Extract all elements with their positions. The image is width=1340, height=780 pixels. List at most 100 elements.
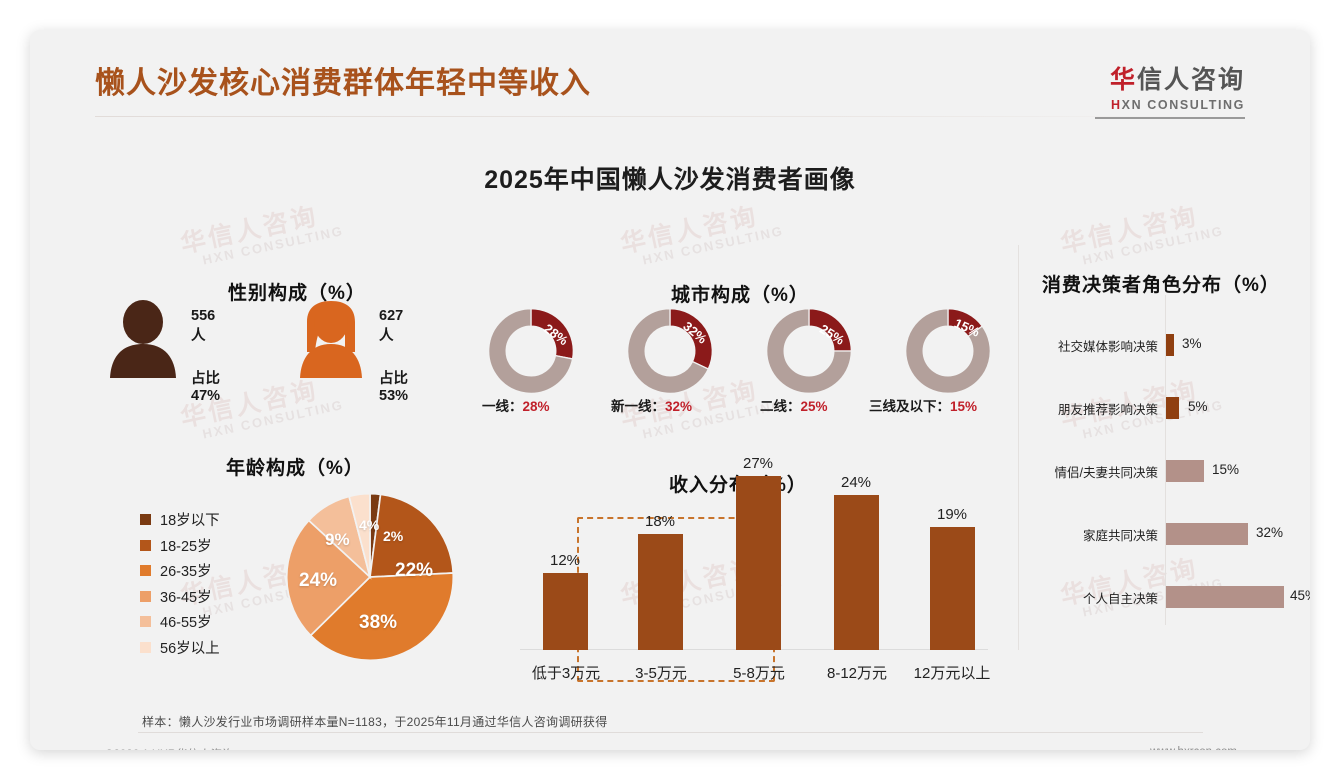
age-pie-chart: 2% 22% 38% 24% 9% 4% bbox=[285, 492, 455, 662]
decision-label-4: 个人自主决策 bbox=[1082, 592, 1158, 606]
pie-value-5: 4% bbox=[359, 517, 380, 533]
donut-caption-text-1: 新一线： bbox=[611, 399, 665, 414]
income-value-0: 12% bbox=[549, 552, 581, 569]
decision-row-4: 个人自主决策 45% bbox=[1030, 582, 1310, 612]
legend-swatch bbox=[140, 539, 151, 551]
decision-value-3: 32% bbox=[1256, 525, 1284, 540]
income-distribution-chart: 12% 18% 27% 24% 19% 低于3万元 3-5万元 5-8万元 8-… bbox=[510, 455, 1000, 695]
female-avatar-icon bbox=[300, 301, 362, 378]
legend-item: 56岁以上 bbox=[140, 635, 220, 661]
watermark: 华信人咨询 HXN CONSULTING bbox=[178, 202, 346, 268]
decision-bar-4 bbox=[1166, 586, 1284, 608]
infographic-slide: 华信人咨询 HXN CONSULTING 华信人咨询 HXN CONSULTIN… bbox=[30, 30, 1310, 750]
income-bar-3 bbox=[834, 495, 879, 650]
income-bar-2 bbox=[736, 476, 781, 650]
city-composition-chart: 28% 一线：28% 32% 新一线：32% 25% 二线：25% 15% 三线… bbox=[482, 305, 1005, 414]
donut-svg-0 bbox=[488, 308, 574, 394]
income-value-3: 24% bbox=[840, 474, 872, 491]
income-bar-0 bbox=[543, 573, 588, 650]
gender-male-stats: 556人 占比47% bbox=[191, 308, 220, 404]
legend-item: 18-25岁 bbox=[140, 533, 220, 559]
copyright-text: ©2026.1 HXR华信人咨询 bbox=[105, 746, 234, 750]
logo-underline bbox=[1095, 117, 1245, 119]
income-value-2: 27% bbox=[742, 455, 774, 472]
income-category-2: 5-8万元 bbox=[733, 665, 785, 682]
pie-value-3: 24% bbox=[299, 570, 338, 591]
city-donut-0: 28% 一线：28% bbox=[482, 305, 583, 414]
watermark: 华信人咨询 HXN CONSULTING bbox=[618, 202, 786, 268]
watermark: 华信人咨询 HXN CONSULTING bbox=[1058, 202, 1226, 268]
decision-value-2: 15% bbox=[1212, 462, 1240, 477]
male-avatar-icon bbox=[110, 300, 176, 378]
income-category-3: 8-12万元 bbox=[826, 665, 888, 682]
legend-item: 18岁以下 bbox=[140, 507, 220, 533]
decision-section-title: 消费决策者角色分布（%） bbox=[1042, 275, 1280, 296]
age-pie-legend: 18岁以下 18-25岁 26-35岁 36-45岁 46-55岁 56岁以上 bbox=[140, 507, 220, 660]
decision-label-3: 家庭共同决策 bbox=[1082, 529, 1158, 543]
logo-accent-char: 华 bbox=[1109, 66, 1137, 94]
logo-en-accent: H bbox=[1111, 98, 1122, 112]
pie-value-0: 2% bbox=[383, 528, 404, 544]
donut-caption-value-0: 28% bbox=[522, 399, 550, 414]
legend-item: 26-35岁 bbox=[140, 558, 220, 584]
decision-value-4: 45% bbox=[1290, 588, 1310, 603]
decision-row-2: 情侣/夫妻共同决策 15% bbox=[1030, 456, 1310, 486]
income-category-0: 低于3万元 bbox=[531, 665, 601, 682]
age-pie-svg bbox=[285, 492, 455, 662]
legend-swatch bbox=[140, 565, 151, 577]
donut-svg-1 bbox=[627, 308, 713, 394]
decision-label-1: 朋友推荐影响决策 bbox=[1057, 403, 1158, 417]
age-section-title: 年龄构成（%） bbox=[226, 458, 364, 479]
decision-value-0: 3% bbox=[1182, 336, 1202, 351]
sample-note: 样本：懒人沙发行业市场调研样本量N=1183，于2025年11月通过华信人咨询调… bbox=[142, 715, 608, 729]
donut-caption-3: 三线及以下：15% bbox=[869, 395, 977, 415]
male-share: 占比47% bbox=[191, 371, 221, 404]
logo-chinese-rest: 信人咨询 bbox=[1136, 66, 1245, 94]
pie-value-1: 22% bbox=[395, 560, 434, 581]
donut-caption-text-3: 三线及以下： bbox=[869, 399, 950, 414]
income-bar-4 bbox=[930, 527, 975, 650]
city-donut-1: 32% 新一线：32% bbox=[611, 305, 722, 414]
brand-logo: 华信人咨询 HXN CONSULTING bbox=[1095, 60, 1245, 119]
header-divider bbox=[95, 116, 1205, 117]
logo-chinese: 华信人咨询 bbox=[1095, 60, 1245, 96]
income-bar-1 bbox=[638, 534, 683, 650]
slide-header: 懒人沙发核心消费群体年轻中等收入 华信人咨询 HXN CONSULTING bbox=[30, 30, 1310, 135]
donut-svg-3 bbox=[905, 308, 991, 394]
decision-row-1: 朋友推荐影响决策 5% bbox=[1030, 393, 1310, 423]
legend-swatch bbox=[140, 641, 151, 653]
legend-swatch bbox=[140, 514, 151, 526]
legend-swatch bbox=[140, 616, 151, 628]
gender-section-title: 性别构成（%） bbox=[228, 283, 366, 304]
donut-caption-0: 一线：28% bbox=[482, 395, 550, 415]
logo-english: HXN CONSULTING bbox=[1095, 98, 1245, 112]
pie-value-4: 9% bbox=[325, 530, 350, 549]
income-category-4: 12万元以上 bbox=[913, 665, 991, 682]
decision-value-1: 5% bbox=[1188, 399, 1208, 414]
male-count: 556人 bbox=[191, 308, 216, 344]
gender-composition-chart: 556人 占比47% 627人 占比53% bbox=[105, 300, 475, 405]
legend-label: 36-45岁 bbox=[160, 589, 212, 606]
decision-bar-3 bbox=[1166, 523, 1248, 545]
legend-label: 56岁以上 bbox=[160, 640, 220, 657]
city-section-title: 城市构成（%） bbox=[671, 285, 809, 306]
legend-label: 18-25岁 bbox=[160, 538, 212, 555]
donut-caption-text-2: 二线： bbox=[760, 399, 801, 414]
legend-label: 18岁以下 bbox=[160, 513, 220, 530]
legend-label: 46-55岁 bbox=[160, 615, 212, 632]
city-donut-2: 25% 二线：25% bbox=[760, 305, 861, 414]
decision-row-0: 社交媒体影响决策 3% bbox=[1030, 330, 1310, 360]
decision-bar-2 bbox=[1166, 460, 1204, 482]
donut-caption-value-3: 15% bbox=[950, 399, 978, 414]
legend-item: 36-45岁 bbox=[140, 584, 220, 610]
logo-en-rest: XN CONSULTING bbox=[1121, 98, 1245, 112]
decision-row-3: 家庭共同决策 32% bbox=[1030, 519, 1310, 549]
donut-svg-2 bbox=[766, 308, 852, 394]
legend-item: 46-55岁 bbox=[140, 609, 220, 635]
legend-swatch bbox=[140, 590, 151, 602]
decision-axis bbox=[1165, 295, 1166, 625]
decision-label-0: 社交媒体影响决策 bbox=[1057, 340, 1158, 354]
website-text: www.hxrcon.com bbox=[1150, 746, 1237, 750]
legend-label: 26-35岁 bbox=[160, 564, 212, 581]
page-title: 懒人沙发核心消费群体年轻中等收入 bbox=[95, 67, 591, 100]
